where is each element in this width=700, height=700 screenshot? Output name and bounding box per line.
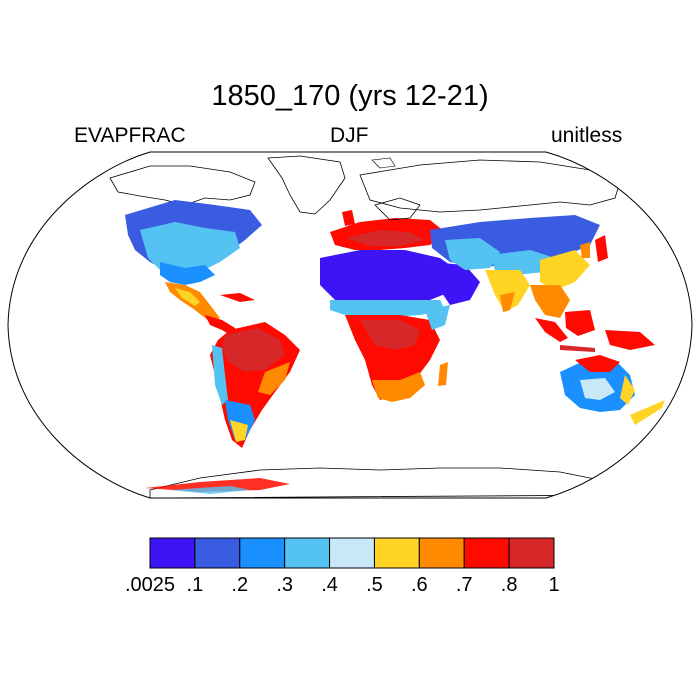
colorbar-tick-label: .6 (410, 574, 428, 596)
china-east (540, 250, 590, 290)
australia-north (575, 355, 620, 372)
colorbar-tick-label: .0025 (124, 574, 176, 596)
japan (595, 235, 608, 262)
svalbard-outline (371, 157, 396, 169)
new-zealand (630, 400, 665, 425)
colorbar-swatch (373, 537, 420, 569)
india (485, 270, 530, 312)
arabia (430, 262, 480, 305)
scandinavia (374, 197, 421, 221)
australia-center (580, 378, 615, 400)
antarctic-peninsula (145, 478, 290, 492)
horn-africa (425, 305, 450, 330)
europe-inner (345, 230, 425, 246)
colorbar-swatch (284, 537, 331, 569)
southern-africa (372, 372, 425, 402)
greenland-outline (267, 155, 346, 215)
madagascar (438, 362, 448, 386)
india-south (500, 292, 515, 312)
antarctic-peninsula-light (170, 486, 250, 494)
colorbar-tick-label: .4 (321, 574, 338, 596)
mexico-inner (175, 288, 200, 306)
siberia-outline (359, 159, 621, 213)
colorbar-tick-label: .8 (500, 574, 518, 596)
colorbar-swatch (149, 537, 196, 569)
congo-core (360, 320, 420, 350)
land-fields (109, 155, 665, 498)
units-label: unitless (551, 124, 623, 147)
amazon-core (222, 328, 285, 372)
plot-title: 1850_170 (yrs 12-21) (211, 80, 489, 112)
colorbar-swatch (508, 537, 555, 569)
colorbar-tick-label: .7 (455, 574, 473, 596)
andes-west (212, 345, 228, 405)
north-africa (320, 250, 460, 305)
colorbar-swatch (463, 537, 510, 569)
colorbar (149, 537, 555, 569)
java (560, 345, 595, 352)
colorbar-tick-label: .5 (366, 574, 383, 596)
korea (580, 242, 590, 258)
brazil-east (258, 362, 290, 395)
borneo (565, 310, 595, 336)
colorbar-swatch (418, 537, 465, 569)
canada-arctic-outline (109, 165, 256, 206)
uk (342, 210, 355, 226)
colorbar-tick-label: .1 (186, 574, 204, 596)
sumatra (535, 318, 568, 342)
australia-east (620, 375, 635, 405)
variable-label: EVAPFRAC (74, 124, 186, 147)
colorbar-tick-label: .2 (231, 574, 249, 596)
new-guinea (605, 330, 655, 350)
colorbar-swatch (329, 537, 375, 569)
middle-east (445, 238, 500, 270)
colorbar-swatch (239, 537, 286, 569)
cuba (220, 293, 255, 302)
southeast-asia (530, 285, 570, 318)
sahel (330, 300, 445, 318)
north-america-warm (160, 262, 215, 285)
colorbar-tick-label: 1 (548, 574, 560, 596)
patagonia (230, 420, 248, 442)
tibet (490, 250, 555, 275)
colorbar-tick-label: .3 (276, 574, 293, 596)
season-label: DJF (330, 124, 369, 147)
colorbar-swatch (194, 537, 241, 569)
south-america-south (225, 400, 255, 440)
north-america-mid (140, 222, 240, 275)
